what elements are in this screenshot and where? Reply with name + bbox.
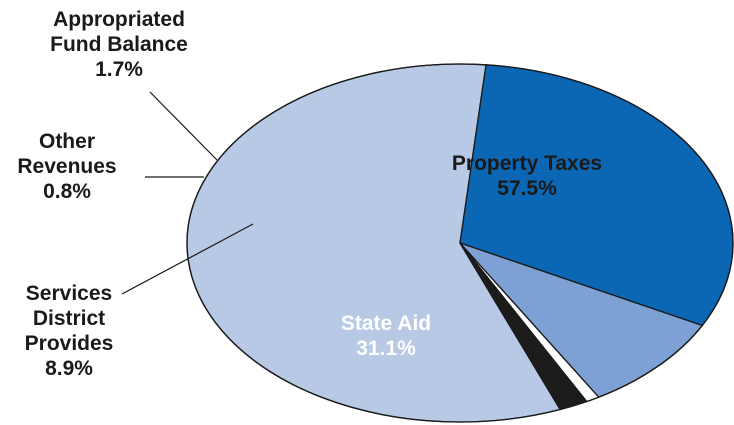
slice-label-services-district-provides: Services District Provides 8.9% [25,282,114,380]
slice-name-line: Property Taxes [452,152,602,175]
slice-value-label: 31.1% [356,337,416,360]
slice-labels: Property Taxes 57.5% State Aid 31.1% Service… [17,8,602,380]
slice-name-line: Revenues [17,155,116,178]
slice-value-label: 8.9% [45,357,93,380]
slice-value-label: 1.7% [95,58,143,81]
slice-name-line: Services [26,282,112,305]
slice-name-line: Other [39,130,95,153]
pie-outline [186,63,734,423]
slice-name-line: District [33,307,105,330]
slice-name-line: Fund Balance [50,33,188,56]
pie-slices [186,63,734,423]
slice-value-label: 0.8% [43,180,91,203]
slice-label-other-revenues: Other Revenues 0.8% [17,130,116,203]
slice-value-label: 57.5% [497,177,557,200]
slice-label-state-aid: State Aid 31.1% [341,312,431,360]
slice-label-appropriated-fund-balance: Appropriated Fund Balance 1.7% [50,8,188,81]
slice-name-line: Appropriated [53,8,185,31]
leader-line-services-district-provides [121,223,254,295]
slice-name-line: State Aid [341,312,431,335]
slice-name-line: Provides [25,332,114,355]
leader-line-appropriated-fund-balance [149,91,218,161]
leader-lines [121,91,254,295]
slice-label-property-taxes: Property Taxes 57.5% [452,152,602,200]
